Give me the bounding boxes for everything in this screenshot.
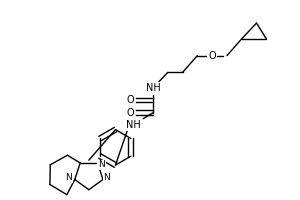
Text: NH: NH [146,83,160,93]
Text: N: N [98,160,105,169]
Text: O: O [127,95,134,105]
Text: O: O [208,51,216,61]
Text: N: N [103,173,110,182]
Text: O: O [127,108,134,118]
Text: N: N [65,173,72,182]
Text: NH: NH [126,120,141,130]
